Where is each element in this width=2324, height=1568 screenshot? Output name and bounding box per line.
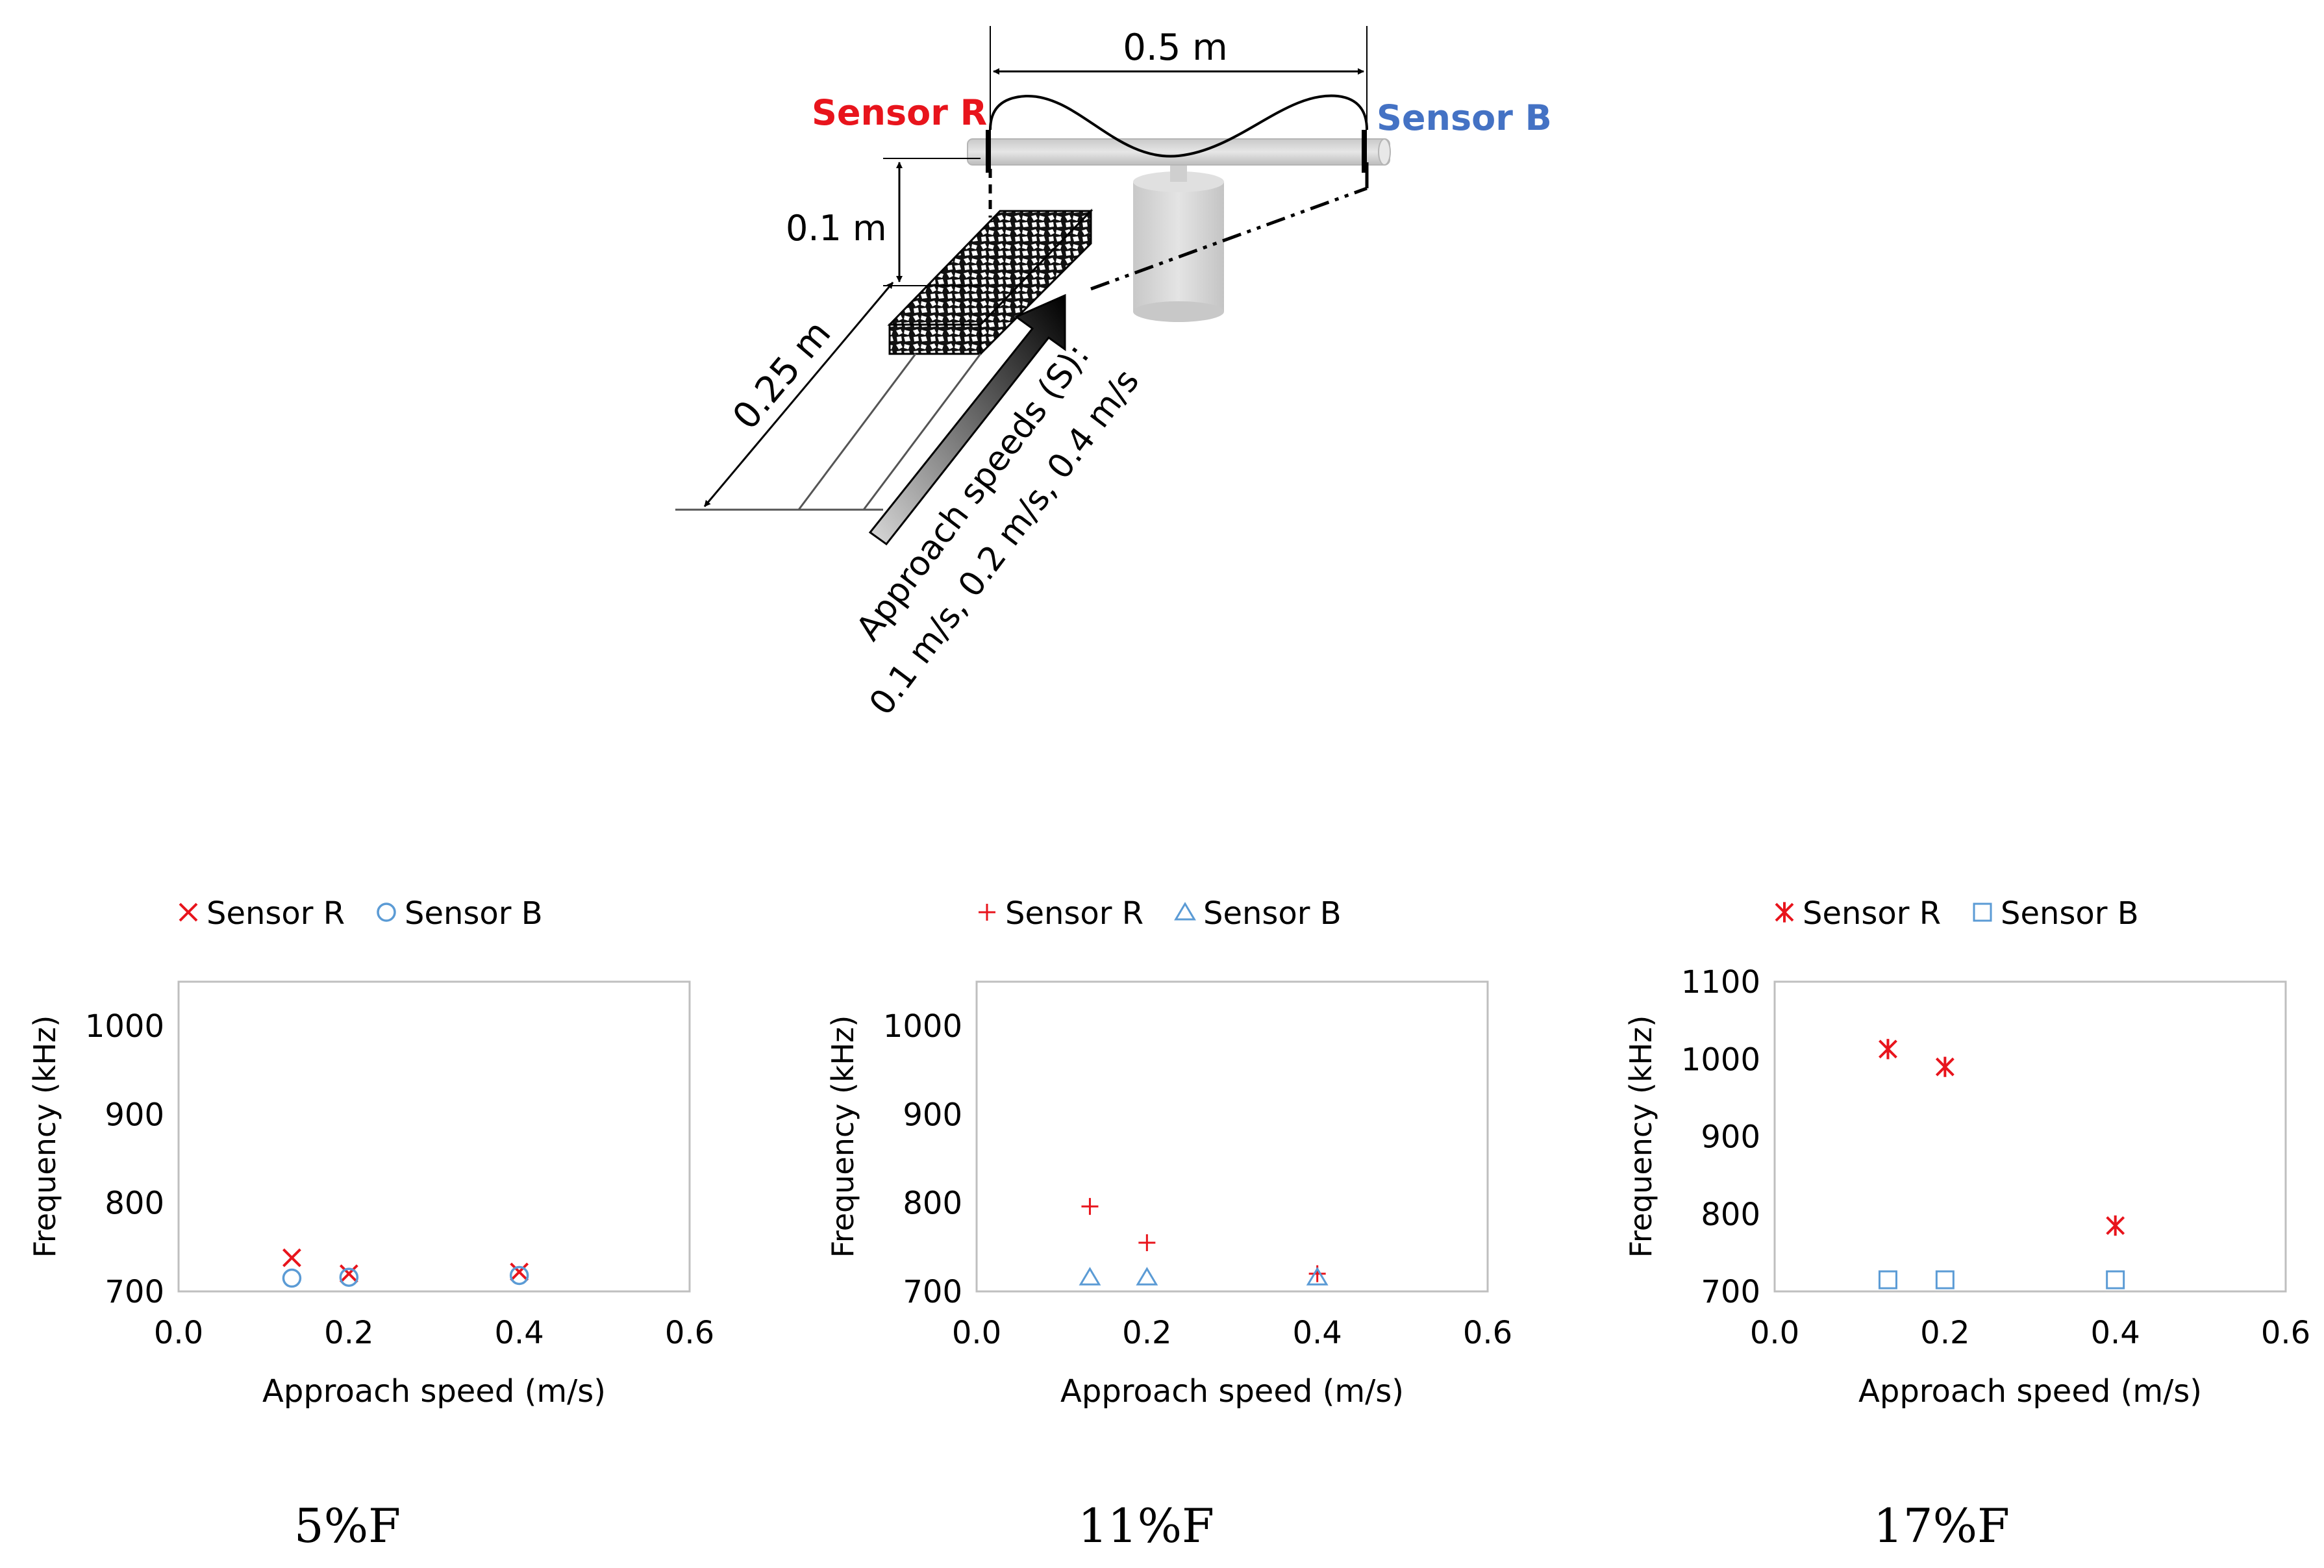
series-sensor-r [282, 1248, 529, 1284]
sensor-b-label: Sensor B [1377, 97, 1552, 138]
data-point [339, 1264, 358, 1284]
y-tick-label: 900 [903, 1097, 962, 1133]
y-axis-label: Frequency (kHz) [1623, 1015, 1658, 1258]
x-tick-label: 0.4 [1292, 1315, 1342, 1351]
x-tick-label: 0.6 [1463, 1315, 1512, 1351]
plot-area [975, 980, 1489, 1293]
y-tick-label: 1000 [1681, 1041, 1760, 1078]
series-sensor-b [1079, 1267, 1329, 1286]
series-sensor-b [282, 1265, 529, 1288]
x-tick-label: 0.6 [2261, 1315, 2310, 1351]
x-tick-label: 0.4 [2090, 1315, 2140, 1351]
data-point [1878, 1270, 1897, 1289]
legend-label: Sensor B [2001, 895, 2139, 932]
wave-path [989, 94, 1368, 158]
data-point [1138, 1234, 1156, 1252]
span-label: 0.5 m [1123, 27, 1227, 69]
panel-caption: 5%F [294, 1499, 401, 1553]
x-axis-label: Approach speed (m/s) [1858, 1373, 2202, 1410]
data-point [1306, 1267, 1329, 1286]
legend-marker [1775, 902, 1794, 923]
data-point [1935, 1270, 1955, 1289]
x-tick-label: 0.6 [665, 1315, 714, 1351]
x-tick-label: 0.2 [1920, 1315, 1969, 1351]
legend-label: Sensor R [206, 895, 345, 932]
data-point [1935, 1056, 1955, 1077]
series-sensor-b [1878, 1270, 2125, 1289]
y-tick-label: 1000 [85, 1008, 164, 1045]
x-tick-label: 0.2 [324, 1315, 373, 1351]
sensor-rod [967, 138, 1391, 166]
data-point [339, 1267, 359, 1287]
chart-panel-3: 700 800 900 1000 1100 0.0 0.2 0.4 0.6 Approach sp… [1623, 895, 2310, 1553]
data-point [1879, 1039, 1897, 1060]
y-tick-label: 900 [105, 1097, 164, 1133]
y-tick-label: 800 [105, 1186, 164, 1222]
plot-area [1773, 980, 2287, 1293]
legend: Sensor R Sensor B [179, 895, 543, 932]
y-tick-label: 1100 [1681, 964, 1760, 1001]
x-axis-label: Approach speed (m/s) [1060, 1373, 1404, 1410]
approach-arrow [868, 293, 1066, 546]
y-tick-label: 800 [1701, 1197, 1760, 1233]
chart-panel-2: 700 800 900 1000 0.0 0.2 0.4 0.6 Approach speed … [825, 895, 1512, 1553]
concrete-specimen [887, 208, 1093, 356]
length-label: 0.25 m [725, 312, 839, 438]
data-point [282, 1268, 302, 1288]
y-axis-label: Frequency (kHz) [825, 1015, 860, 1258]
x-tick-label: 0.0 [154, 1315, 203, 1351]
chart-panel-1: 700 800 900 1000 0.0 0.2 0.4 0.6 Approach speed … [27, 895, 714, 1553]
y-axis-label: Frequency (kHz) [27, 1015, 62, 1258]
speeds-line-2: 0.1 m/s, 0.2 m/s, 0.4 m/s [862, 362, 1147, 723]
legend-label: Sensor B [1203, 895, 1342, 932]
y-tick-label: 1000 [883, 1008, 962, 1045]
x-tick-label: 0.4 [494, 1315, 544, 1351]
y-tick-label: 800 [903, 1186, 962, 1222]
panel-caption: 11%F [1078, 1499, 1214, 1553]
legend: Sensor R Sensor B [1775, 895, 2139, 932]
y-tick-label: 700 [1701, 1274, 1760, 1310]
legend-marker [1973, 902, 1992, 922]
data-point [282, 1248, 301, 1267]
setup-diagram: 0.5 m Sensor R Sensor B 0.1 m 0.25 m App… [675, 26, 1552, 723]
x-tick-label: 0.2 [1122, 1315, 1171, 1351]
cylinder-base [1133, 156, 1224, 322]
data-point [2106, 1215, 2125, 1236]
legend-label: Sensor B [405, 895, 543, 932]
charts: 700 800 900 1000 0.0 0.2 0.4 0.6 Approach speed … [27, 895, 2310, 1553]
series-sensor-r [1081, 1198, 1326, 1282]
data-point [2106, 1270, 2125, 1289]
legend-label: Sensor R [1005, 895, 1143, 932]
y-tick-label: 700 [903, 1274, 962, 1310]
length-dimension [703, 282, 894, 507]
x-axis-label: Approach speed (m/s) [262, 1373, 606, 1410]
sensor-b-mark [1362, 130, 1367, 173]
sensor-r-mark [986, 130, 991, 173]
y-tick-label: 900 [1701, 1119, 1760, 1156]
plot-area [177, 980, 691, 1293]
y-tick-label: 700 [105, 1274, 164, 1310]
legend-marker [377, 902, 396, 922]
data-point [1079, 1267, 1101, 1286]
x-tick-label: 0.0 [952, 1315, 1001, 1351]
height-label: 0.1 m [786, 208, 887, 249]
data-point [1081, 1198, 1099, 1215]
data-point [1136, 1267, 1158, 1286]
sensor-r-label: Sensor R [812, 92, 987, 133]
legend-label: Sensor R [1803, 895, 1941, 932]
legend-marker [1174, 902, 1196, 921]
x-tick-label: 0.0 [1750, 1315, 1799, 1351]
legend-marker [979, 904, 995, 921]
data-point [509, 1265, 529, 1286]
data-point [510, 1262, 529, 1282]
series-sensor-r [1879, 1039, 2125, 1236]
legend: Sensor R Sensor B [979, 895, 1342, 932]
panel-caption: 17%F [1873, 1499, 2010, 1553]
legend-marker [179, 902, 198, 922]
